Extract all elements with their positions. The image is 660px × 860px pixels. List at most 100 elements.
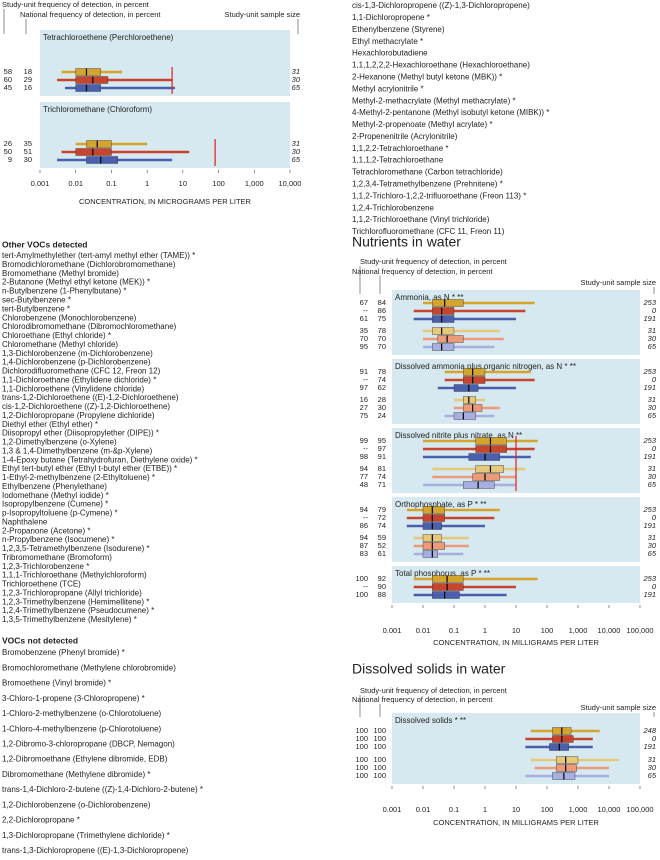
box [437,335,464,343]
national-frequency: 28 [378,395,386,404]
list-item: tert-Amylmethylether (tert-amyl methyl e… [2,251,195,260]
list-item: 1,4-Dichlorobenzene (p-Dichlorobenzene) [2,358,151,367]
national-frequency: 81 [378,464,386,473]
sample-size: 253 [642,367,656,376]
list-item: 1,2-Dimethylbenzene (o-Xylene) [2,438,117,447]
study-frequency: 100 [355,771,368,780]
x-tick-label: 1,000 [569,626,588,635]
sample-size: 65 [292,155,301,164]
x-tick-label: 0.1 [106,179,116,188]
list-item: 1,1-Dichloroethene (Vinylidene chloride) [2,384,144,393]
study-frequency: 9 [8,155,12,164]
national-frequency: 88 [378,590,386,599]
list-heading: Other VOCs detected [2,239,88,249]
list-item: 2,2-Dichloropropane * [2,816,80,825]
list-item: 1,2,3-Trichloropropane (Allyl trichlorid… [2,588,142,597]
list-item: Bromoethene (Vinyl bromide) * [2,679,111,688]
box [422,514,445,522]
x-tick-label: 0.001 [383,805,402,814]
list-item: 1,1-Dichloropropene * [352,13,430,22]
list-item: 1,1,2-Trichloroethane (Vinyl trichloride… [352,215,490,224]
box [463,368,486,376]
header-label: Study-unit sample size [581,278,656,287]
list-item: tert-Butylbenzene * [2,304,70,313]
x-tick-label: 1,000 [569,805,588,814]
study-frequency: 100 [355,763,368,772]
list-item: 1,2,3-Trichlorobenzene * [2,562,89,571]
national-frequency: 71 [378,480,386,489]
national-frequency: 75 [378,314,386,323]
study-frequency: 61 [360,314,368,323]
x-tick-label: 10 [512,626,520,635]
list-item: Tetrachloromethane (Carbon tetrachloride… [352,168,503,177]
list-item: 1,1,2,2-Tetrachloroethane * [352,144,449,153]
box [86,140,112,148]
list-item: Tribromomethane (Bromoform) [2,553,112,562]
sample-size: 253 [642,505,656,514]
list-item: 1,2,4-Trichlorobenzene [352,203,435,212]
list-item: 3-Chloro-1-propene (3-Chloropropene) * [2,694,145,703]
list-item: 1,3,5-Trimethylbenzene (Mesitylene) * [2,615,137,624]
list-item: Chloromethane (Methyl chloride) [2,340,118,349]
box [422,506,445,514]
study-frequency: 98 [360,452,368,461]
sample-size: 30 [648,403,657,412]
list-item: 1,2-Dichloropropane (Propylene dichlorid… [2,411,155,420]
list-item: Methyl acrylonitrile * [352,84,424,93]
study-frequency: 67 [360,298,368,307]
panel-background [40,102,290,168]
sample-size: 65 [648,411,657,420]
box [468,453,500,461]
list-item: Ethylbenzene (Phenylethane) [2,482,107,491]
study-frequency: 100 [355,742,368,751]
list-item: Isopropylbenzene (Cumene) * [2,500,108,509]
box [432,591,460,599]
panel-title: Dissolved solids * ** [395,716,466,725]
study-frequency: 45 [4,83,12,92]
x-tick-label: 100 [212,179,225,188]
header-label: National frequency of detection, in perc… [352,267,493,276]
national-frequency: 70 [378,342,386,351]
list-item: Chloroethane (Ethyl chloride) * [2,331,111,340]
box [552,735,574,743]
study-frequency: 94 [360,464,368,473]
study-frequency: 86 [360,521,368,530]
sample-size: 191 [643,452,656,461]
axis-title: CONCENTRATION, IN MICROGRAMS PER LITER [79,197,252,206]
sample-size: 0 [652,444,657,453]
list-heading: VOCs not detected [2,635,78,645]
national-frequency: 51 [24,147,32,156]
list-item: 1,2-Dichlorobenzene (o-Dichlorobenzene) [2,800,151,809]
list-item: Diethyl ether (Ethyl ether) * [2,420,98,429]
study-frequency: 75 [360,411,368,420]
box [556,764,577,772]
panel-background [392,713,640,784]
list-item: Trichloroethene (TCE) [2,580,81,589]
box [453,412,476,420]
x-tick-label: 10,000 [598,805,621,814]
sample-size: 191 [643,383,656,392]
study-frequency: 26 [4,139,12,148]
study-frequency: -- [363,375,368,384]
list-item: trans-1,4-Dichloro-2-butene ((Z)-1,4-Dic… [2,785,203,794]
study-frequency: 100 [355,574,368,583]
list-item: Trichlorofluoromethane (CFC 11, Freon 11… [352,227,505,236]
national-frequency: 18 [24,67,32,76]
list-item: 1,2-Dibromo-3-chloropropane (DBCP, Nemag… [2,739,175,748]
x-tick-label: 100 [541,626,554,635]
national-frequency: 78 [378,326,386,335]
national-frequency: 100 [373,763,386,772]
national-frequency: 100 [373,734,386,743]
header-label: Study-unit frequency of detection, in pe… [360,257,508,266]
sample-size: 0 [652,734,657,743]
axis-title: CONCENTRATION, IN MILLIGRAMS PER LITER [433,638,599,647]
x-tick-label: 1,000 [245,179,264,188]
list-item: 1,1,1,2-Tetrachloroethane [352,156,444,165]
sample-size: 65 [648,771,657,780]
box [75,84,101,92]
national-frequency: 86 [378,306,386,315]
panel-title: Ammonia, as N * ** [395,293,463,302]
study-frequency: 95 [360,342,368,351]
national-frequency: 74 [378,521,386,530]
header-label: Study-unit frequency of detection, in pe… [2,0,150,9]
